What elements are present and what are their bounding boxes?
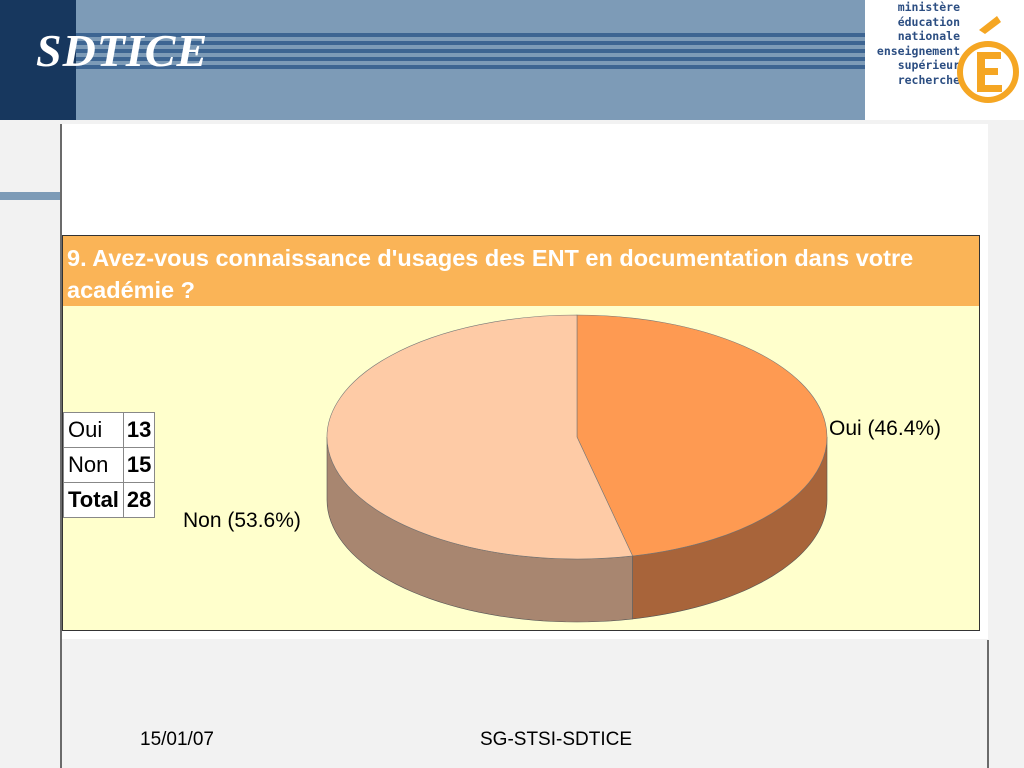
pie-label-non: Non (53.6%)	[183, 509, 301, 532]
question-header: 9. Avez-vous connaissance d'usages des E…	[62, 235, 980, 307]
pie-slice-non	[326, 314, 634, 560]
table-cell-value: 28	[122, 482, 156, 518]
side-accent-bar	[0, 192, 60, 200]
left-border-line	[60, 124, 62, 768]
right-border-line	[987, 640, 989, 768]
ministry-logo-text: ministère éducation nationale enseigneme…	[865, 0, 960, 88]
header-stripe	[76, 33, 866, 37]
header-stripe	[76, 41, 866, 45]
table-cell-label: Total	[63, 482, 124, 518]
table-row: Non 15	[63, 447, 156, 483]
logo-line: enseignement	[876, 43, 960, 58]
logo-line: recherche	[897, 72, 960, 87]
ministry-logo: ministère éducation nationale enseigneme…	[865, 0, 1024, 120]
header-stripe	[76, 49, 866, 53]
table-cell-value: 13	[122, 412, 156, 448]
table-row-total: Total 28	[63, 482, 156, 518]
header-bar: SDTICE ministère éducation nationale ens…	[0, 0, 1024, 120]
logo-line: ministère	[897, 0, 960, 14]
pie-slice-oui	[576, 314, 828, 557]
table-cell-label: Oui	[63, 412, 124, 448]
table-cell-label: Non	[63, 447, 124, 483]
logo-line: éducation	[897, 14, 960, 29]
footer-org: SG-STSI-SDTICE	[480, 729, 633, 750]
question-title: 9. Avez-vous connaissance d'usages des E…	[67, 245, 914, 303]
header-stripe	[76, 57, 866, 61]
footer-date: 15/01/07	[140, 729, 214, 750]
pie-label-oui: Oui (46.4%)	[829, 417, 941, 440]
logo-e-emblem-icon	[957, 16, 1019, 103]
table-row: Oui 13	[63, 412, 156, 448]
header-stripe	[76, 65, 866, 69]
header-dark-block	[0, 0, 76, 120]
data-table: Oui 13 Non 15 Total 28	[63, 412, 156, 518]
logo-line: nationale	[897, 29, 960, 44]
logo-line: supérieur	[897, 58, 960, 73]
brand-title: SDTICE	[36, 25, 209, 76]
table-cell-value: 15	[122, 447, 156, 483]
